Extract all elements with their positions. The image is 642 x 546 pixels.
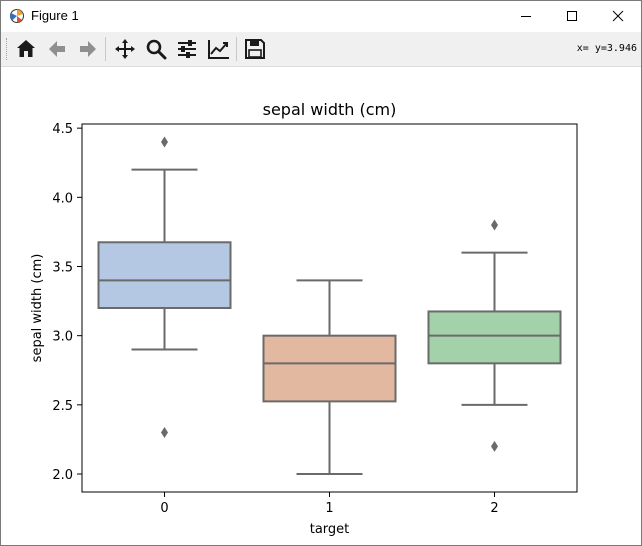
toolbar-separator	[236, 37, 237, 61]
chart-title: sepal width (cm)	[263, 100, 397, 119]
line-chart-icon	[208, 40, 229, 59]
home-button[interactable]	[13, 36, 39, 62]
close-button[interactable]	[595, 1, 641, 31]
matplotlib-icon	[9, 8, 25, 24]
toolbar-grip[interactable]	[6, 38, 9, 60]
forward-button[interactable]	[75, 36, 101, 62]
x-tick-label: 0	[160, 501, 168, 516]
outlier-point	[161, 427, 168, 439]
box-body	[97, 241, 232, 310]
zoom-button[interactable]	[143, 36, 169, 62]
sliders-icon	[178, 40, 196, 58]
x-tick-label: 1	[325, 501, 333, 516]
x-axis-label: target	[310, 522, 350, 537]
close-icon	[612, 10, 624, 22]
y-tick-label: 2.5	[52, 399, 73, 414]
minimize-icon	[521, 16, 531, 17]
outlier-point	[491, 440, 498, 452]
title-bar[interactable]: Figure 1	[1, 1, 641, 31]
maximize-button[interactable]	[549, 1, 595, 31]
figure-canvas[interactable]: sepal width (cm) target sepal width (cm)…	[1, 67, 641, 545]
box-body	[262, 334, 397, 403]
y-tick-label: 4.0	[52, 191, 73, 206]
floppy-disk-icon	[245, 39, 265, 59]
boxplot-chart: sepal width (cm) target sepal width (cm)…	[30, 100, 578, 537]
move-icon	[115, 39, 135, 59]
y-tick-label: 3.5	[52, 260, 73, 275]
minimize-button[interactable]	[503, 1, 549, 31]
home-icon	[17, 40, 35, 57]
y-tick-label: 4.5	[52, 122, 73, 137]
outlier-point	[161, 136, 168, 148]
y-tick-label: 2.0	[52, 468, 73, 483]
box-body	[427, 310, 562, 365]
cursor-coordinates: x= y=3.946	[576, 43, 637, 54]
configure-subplots-button[interactable]	[174, 36, 200, 62]
x-tick-label: 2	[490, 501, 498, 516]
edit-axis-button[interactable]	[205, 36, 231, 62]
y-tick-label: 3.0	[52, 330, 73, 345]
save-button[interactable]	[242, 36, 268, 62]
back-button[interactable]	[44, 36, 70, 62]
toolbar-separator	[105, 37, 106, 61]
arrow-right-icon	[80, 41, 96, 57]
maximize-icon	[567, 11, 577, 21]
y-axis-label: sepal width (cm)	[30, 254, 45, 363]
navigation-toolbar: x= y=3.946	[1, 32, 641, 67]
outlier-point	[491, 219, 498, 231]
arrow-left-icon	[49, 41, 65, 57]
pan-button[interactable]	[112, 36, 138, 62]
window-title: Figure 1	[31, 8, 79, 23]
magnifier-icon	[146, 39, 167, 60]
